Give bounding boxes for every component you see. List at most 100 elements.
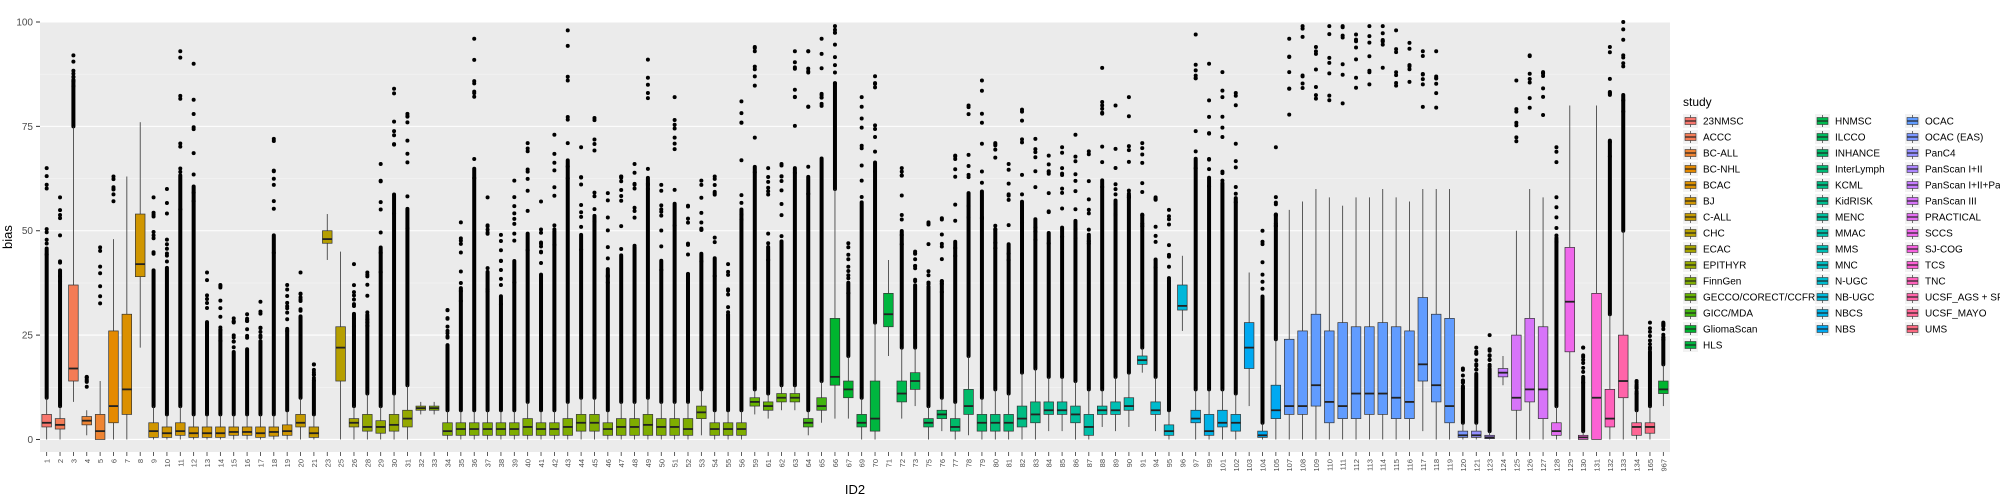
box-body [883, 293, 894, 328]
x-tick-label: 79 [978, 459, 987, 467]
legend-label: UCSF_AGS + SFAGS [1925, 293, 2000, 304]
box-body [950, 418, 961, 432]
outlier-point [205, 293, 210, 298]
outlier-point [993, 240, 998, 245]
box-body [1537, 326, 1549, 419]
legend-label: GECCO/CORECT/CCFR [1703, 293, 1815, 304]
outlier-point [525, 167, 530, 172]
outlier-point [392, 192, 397, 197]
outlier-point [1166, 243, 1171, 248]
outlier-point [392, 142, 397, 147]
outlier-point [58, 279, 63, 284]
outlier-point [392, 211, 397, 216]
box-body [1056, 401, 1068, 415]
outlier-point [1434, 81, 1439, 86]
outlier-point [1527, 71, 1532, 76]
outlier-point [271, 182, 276, 187]
box-44 [575, 145, 587, 440]
outlier-point [351, 324, 356, 329]
box-body [108, 330, 119, 424]
outlier-point [939, 257, 944, 262]
box-129 [1564, 105, 1575, 440]
outlier-point [632, 215, 637, 220]
outlier-point [258, 325, 263, 330]
outlier-point [632, 243, 637, 248]
outlier-point [1100, 103, 1105, 108]
outlier-point [1287, 54, 1292, 59]
outlier-point [605, 273, 610, 278]
outlier-point [1193, 166, 1198, 171]
outlier-point [899, 233, 904, 238]
box-body [1297, 330, 1308, 415]
legend-item: KidRISK [1815, 194, 1873, 208]
outlier-point [1020, 118, 1025, 123]
outlier-point [245, 327, 250, 332]
outlier-point [859, 178, 864, 183]
box-body [829, 318, 841, 386]
box-38 [495, 232, 507, 440]
box-111 [1337, 24, 1348, 440]
box-96 [1177, 255, 1188, 331]
outlier-point [1100, 106, 1105, 111]
outlier-point [859, 95, 864, 100]
legend-label: INHANCE [1835, 149, 1880, 160]
outlier-point [766, 175, 771, 180]
outlier-point [1434, 74, 1439, 79]
outlier-point [926, 242, 931, 247]
outlier-point [1233, 200, 1238, 205]
box-body [1591, 293, 1602, 440]
outlier-point [779, 178, 784, 183]
x-tick-label: 132 [1606, 459, 1615, 472]
outlier-point [311, 367, 316, 372]
outlier-point [445, 335, 450, 340]
outlier-point [645, 96, 650, 101]
outlier-point [1313, 45, 1318, 50]
outlier-point [405, 138, 410, 143]
outlier-point [365, 320, 370, 325]
outlier-point [365, 282, 370, 287]
outlier-point [1354, 32, 1359, 37]
outlier-point [1407, 79, 1412, 84]
outlier-point [525, 141, 530, 146]
x-tick-label: 91 [1138, 459, 1147, 467]
legend-label: NBS [1835, 325, 1856, 336]
outlier-point [739, 158, 744, 163]
x-tick-label: 113 [1365, 459, 1374, 471]
outlier-point [1621, 37, 1626, 42]
x-tick-label: 967 [1659, 459, 1668, 472]
outlier-point [164, 246, 169, 251]
outlier-point [98, 284, 103, 289]
outlier-point [1380, 24, 1385, 29]
x-tick-label: 104 [1259, 459, 1268, 472]
outlier-point [752, 170, 757, 175]
x-tick-label: 119 [1446, 459, 1455, 471]
outlier-point [178, 49, 183, 54]
outlier-point [285, 283, 290, 288]
outlier-point [1474, 349, 1479, 354]
outlier-point [659, 244, 664, 249]
outlier-point [485, 289, 490, 294]
outlier-point [218, 298, 223, 303]
outlier-point [592, 194, 597, 199]
outlier-point [792, 94, 797, 99]
box-36 [469, 36, 480, 440]
outlier-point [1300, 73, 1305, 78]
x-tick-label: 81 [1005, 459, 1014, 467]
outlier-point [231, 316, 236, 321]
outlier-point [1006, 258, 1011, 263]
outlier-point [966, 112, 971, 117]
outlier-point [1380, 39, 1385, 44]
outlier-point [1046, 153, 1051, 158]
outlier-point [1060, 206, 1065, 211]
outlier-point [565, 43, 570, 48]
x-tick-label: 59 [751, 459, 760, 467]
outlier-point [699, 195, 704, 200]
outlier-point [405, 151, 410, 156]
x-tick-label: 95 [1165, 459, 1174, 467]
outlier-point [1647, 329, 1652, 334]
box-67 [843, 241, 854, 419]
outlier-point [752, 49, 757, 54]
box-16 [241, 312, 253, 440]
outlier-point [846, 241, 851, 246]
outlier-point [819, 51, 824, 56]
